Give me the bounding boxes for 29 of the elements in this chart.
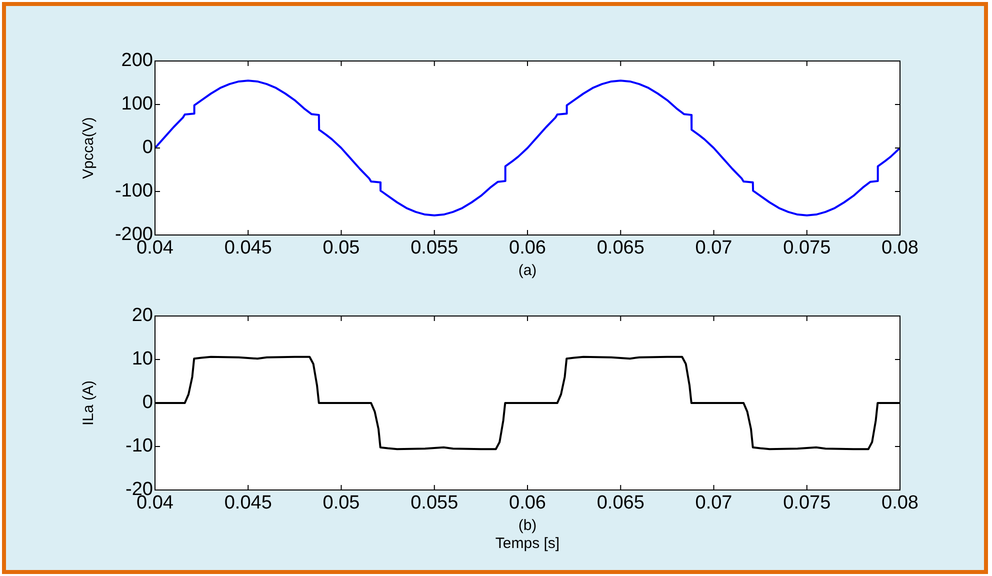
x-axis-title: Temps [s] <box>495 535 560 552</box>
x-tick-label: 0.06 <box>509 492 546 514</box>
x-tick-label: 0.05 <box>322 238 360 259</box>
x-tick-label: 0.06 <box>509 238 546 259</box>
x-tick-label: 0.045 <box>224 238 272 259</box>
text: (b) <box>518 517 537 534</box>
x-tick-label: 0.075 <box>783 492 831 514</box>
y-axis-title: ILa (A) <box>80 380 98 426</box>
x-tick-label: 0.05 <box>322 492 360 514</box>
x-tick-label: 0.075 <box>783 238 831 259</box>
x-tick-label: 0.055 <box>410 492 458 514</box>
y-tick-label: -10 <box>126 436 153 457</box>
x-tick-label: 0.065 <box>596 492 644 514</box>
y-axis-title: Vpcca(V) <box>80 117 98 179</box>
x-tick-label: 0.045 <box>224 492 272 514</box>
y-tick-label: 100 <box>121 94 153 115</box>
y-tick-label: 20 <box>132 305 153 326</box>
x-tick-label: 0.055 <box>410 238 458 259</box>
y-tick-label: 10 <box>132 348 153 370</box>
y-tick-label: 0 <box>142 137 153 158</box>
x-tick-label: 0.07 <box>695 238 732 259</box>
x-tick-label: 0.08 <box>882 492 918 514</box>
y-tick-label: -100 <box>114 180 153 202</box>
x-axis-title: (a) <box>518 262 537 280</box>
x-tick-label: 0.065 <box>596 238 644 259</box>
x-tick-label: 0.07 <box>695 492 732 514</box>
y-tick-label: 200 <box>121 50 153 72</box>
x-tick-label: 0.08 <box>882 238 918 259</box>
y-tick-label: 0 <box>142 392 153 414</box>
